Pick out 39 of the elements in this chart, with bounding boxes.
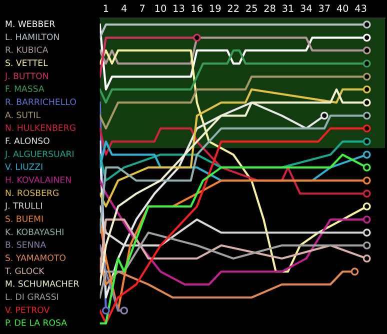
text: J. BUTTON [4,72,48,81]
text: N. HULKENBERG [6,124,76,131]
x-tick-label: 37 [318,4,330,12]
text: F. MASSA [6,85,44,92]
x-tick-label: 1 [104,4,108,12]
x-tick-label: 13 [174,4,184,12]
x-tick-label: 16 [192,4,203,12]
x-tick-label: 19 [210,4,221,12]
text: S. BUEMI [6,216,43,222]
text: V. PETROV [5,306,50,314]
text: F. ALONSO [6,138,50,144]
text: S. VETTEL [6,60,48,66]
text: J. ALGUERSUARI [4,150,74,159]
text: H. KOVALAINEN [6,176,71,184]
text: A. SUTIL [5,112,41,118]
x-tick-label: 4 [122,4,127,12]
x-tick-label: 25 [246,4,257,12]
x-tick-label: 7 [140,4,145,12]
text: K. KOBAYASHI [6,228,64,236]
text: N. ROSBERG [6,190,58,196]
text: L. DI GRASSI [6,293,58,300]
text: J. TRULLI [4,202,42,211]
text: V. LIUZZI [5,164,42,170]
text: R. KUBICA [6,46,48,53]
x-tick-label: 10 [155,4,166,12]
text: M. SCHUMACHER [6,280,79,287]
text: B. SENNA [6,241,46,248]
x-tick-label: 28 [264,4,276,12]
text: T. GLOCK [4,268,44,274]
x-tick-label: 43 [355,4,366,12]
x-tick-label: 22 [228,4,239,12]
x-tick-label: 40 [336,4,348,12]
x-tick-label: 34 [300,4,312,12]
text: P. DE LA ROSA [6,319,67,326]
x-tick-label: 31 [282,4,294,12]
text: S. YAMAMOTO [6,254,66,262]
text: M. WEBBER [6,20,55,27]
text: L. HAMILTON [6,34,59,40]
text: R. BARRICHELLO [6,98,76,106]
